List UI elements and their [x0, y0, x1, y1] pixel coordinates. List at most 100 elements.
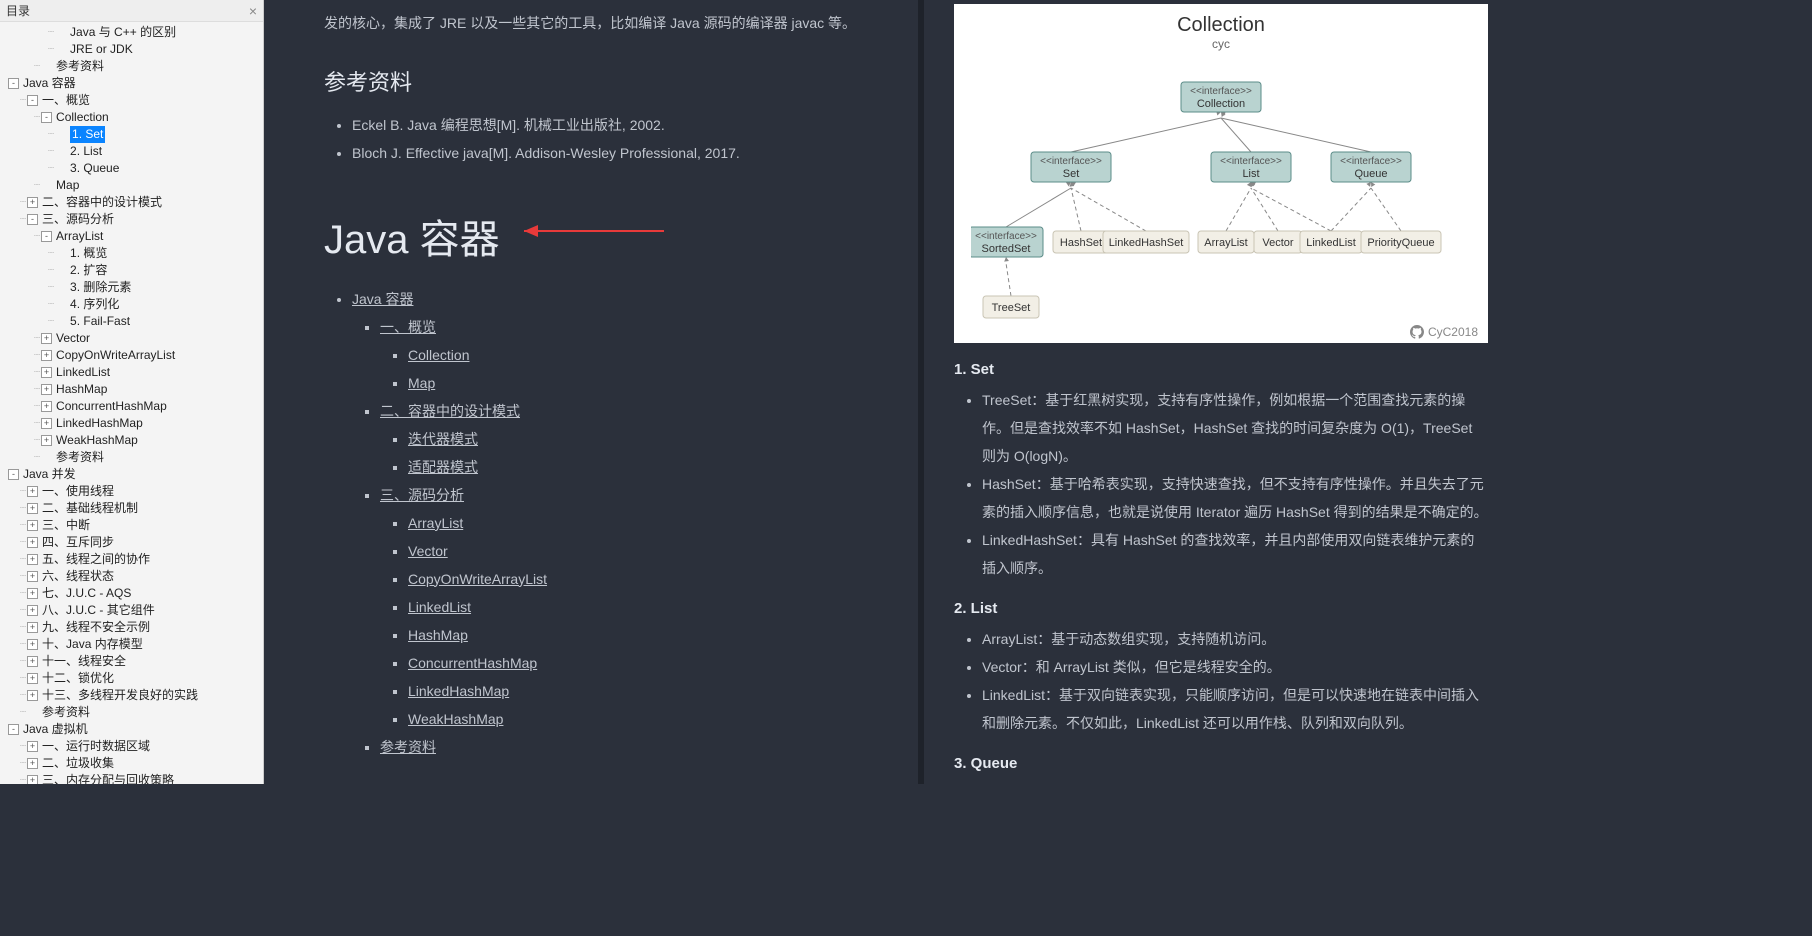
tree-item[interactable]: ┈1. 概览	[0, 245, 263, 262]
close-icon[interactable]: ×	[249, 0, 257, 22]
expand-icon[interactable]: +	[27, 673, 38, 684]
expand-icon[interactable]: +	[27, 758, 38, 769]
toc-item[interactable]: HashMap	[408, 621, 858, 649]
tree-item[interactable]: ┈-ArrayList	[0, 228, 263, 245]
toc-item[interactable]: WeakHashMap	[408, 705, 858, 733]
collapse-icon[interactable]: -	[8, 78, 19, 89]
tree-item[interactable]: ┈+三、中断	[0, 517, 263, 534]
toc-link[interactable]: 一、概览	[380, 319, 436, 335]
tree-item[interactable]: ┈3. Queue	[0, 160, 263, 177]
expand-icon[interactable]: +	[27, 503, 38, 514]
tree-item[interactable]: ┈+九、线程不安全示例	[0, 619, 263, 636]
tree-item[interactable]: ┈2. List	[0, 143, 263, 160]
expand-icon[interactable]: +	[27, 639, 38, 650]
toc-link[interactable]: Collection	[408, 347, 469, 363]
collapse-icon[interactable]: -	[8, 724, 19, 735]
toc-link[interactable]: ArrayList	[408, 515, 463, 531]
tree-item[interactable]: ┈+一、使用线程	[0, 483, 263, 500]
collapse-icon[interactable]: -	[8, 469, 19, 480]
tree-item[interactable]: ┈+六、线程状态	[0, 568, 263, 585]
expand-icon[interactable]: +	[41, 401, 52, 412]
tree-item[interactable]: ┈-Collection	[0, 109, 263, 126]
tree-item[interactable]: ┈+十二、锁优化	[0, 670, 263, 687]
tree-item[interactable]: ┈参考资料	[0, 704, 263, 721]
toc-link[interactable]: CopyOnWriteArrayList	[408, 571, 547, 587]
tree-item[interactable]: ┈+十、Java 内存模型	[0, 636, 263, 653]
expand-icon[interactable]: +	[27, 656, 38, 667]
toc-link[interactable]: ConcurrentHashMap	[408, 655, 537, 671]
toc-item[interactable]: 适配器模式	[408, 453, 858, 481]
toc-link[interactable]: 三、源码分析	[380, 487, 464, 503]
toc-item[interactable]: 一、概览 Collection Map	[380, 313, 858, 397]
expand-icon[interactable]: +	[27, 520, 38, 531]
tree-item[interactable]: ┈参考资料	[0, 58, 263, 75]
expand-icon[interactable]: +	[27, 588, 38, 599]
expand-icon[interactable]: +	[27, 690, 38, 701]
tree-item[interactable]: ┈+二、容器中的设计模式	[0, 194, 263, 211]
tree-item[interactable]: ┈+二、垃圾收集	[0, 755, 263, 772]
toc-item[interactable]: 迭代器模式	[408, 425, 858, 453]
toc-item[interactable]: 二、容器中的设计模式迭代器模式适配器模式	[380, 397, 858, 481]
tree-item[interactable]: ┈+五、线程之间的协作	[0, 551, 263, 568]
expand-icon[interactable]: +	[27, 537, 38, 548]
toc-link[interactable]: 参考资料	[380, 739, 436, 755]
toc-item[interactable]: ArrayList	[408, 509, 858, 537]
tree-item[interactable]: ┈+一、运行时数据区域	[0, 738, 263, 755]
tree-item[interactable]: ┈+LinkedHashMap	[0, 415, 263, 432]
toc-item[interactable]: Java 容器一、概览 Collection Map 二、容器中的设计模式迭代器模式适…	[352, 285, 858, 761]
expand-icon[interactable]: +	[27, 622, 38, 633]
tree-item[interactable]: ┈+四、互斥同步	[0, 534, 263, 551]
tree-item[interactable]: -Java 虚拟机	[0, 721, 263, 738]
toc-link[interactable]: 适配器模式	[408, 459, 478, 475]
tree-item[interactable]: ┈参考资料	[0, 449, 263, 466]
toc-item[interactable]: 参考资料	[380, 733, 858, 761]
tree-item[interactable]: ┈+Vector	[0, 330, 263, 347]
tree-item[interactable]: ┈+LinkedList	[0, 364, 263, 381]
toc-item[interactable]: LinkedList	[408, 593, 858, 621]
tree-item[interactable]: ┈+七、J.U.C - AQS	[0, 585, 263, 602]
tree-item[interactable]: -Java 并发	[0, 466, 263, 483]
tree-item[interactable]: ┈3. 删除元素	[0, 279, 263, 296]
collapse-icon[interactable]: -	[41, 112, 52, 123]
tree-item[interactable]: ┈2. 扩容	[0, 262, 263, 279]
expand-icon[interactable]: +	[27, 486, 38, 497]
toc-link[interactable]: 二、容器中的设计模式	[380, 403, 520, 419]
tree-item[interactable]: ┈+八、J.U.C - 其它组件	[0, 602, 263, 619]
toc-link[interactable]: Vector	[408, 543, 448, 559]
toc-link[interactable]: Java 容器	[352, 291, 413, 307]
tree-item[interactable]: ┈JRE or JDK	[0, 41, 263, 58]
tree-item[interactable]: ┈4. 序列化	[0, 296, 263, 313]
collapse-icon[interactable]: -	[27, 95, 38, 106]
toc-item[interactable]: Vector	[408, 537, 858, 565]
expand-icon[interactable]: +	[27, 571, 38, 582]
toc-link[interactable]: 迭代器模式	[408, 431, 478, 447]
expand-icon[interactable]: +	[27, 197, 38, 208]
tree-item[interactable]: ┈Java 与 C++ 的区别	[0, 24, 263, 41]
expand-icon[interactable]: +	[27, 554, 38, 565]
collapse-icon[interactable]: -	[41, 231, 52, 242]
tree-item[interactable]: ┈+ConcurrentHashMap	[0, 398, 263, 415]
tree-item[interactable]: ┈Map	[0, 177, 263, 194]
expand-icon[interactable]: +	[41, 418, 52, 429]
toc-link[interactable]: WeakHashMap	[408, 711, 503, 727]
tree-item[interactable]: ┈+二、基础线程机制	[0, 500, 263, 517]
tree-item[interactable]: ┈1. Set	[0, 126, 263, 143]
expand-icon[interactable]: +	[41, 435, 52, 446]
expand-icon[interactable]: +	[41, 367, 52, 378]
toc-item[interactable]: Collection	[408, 341, 858, 369]
tree-item[interactable]: ┈-三、源码分析	[0, 211, 263, 228]
toc-link[interactable]: Map	[408, 375, 435, 391]
tree-item[interactable]: ┈+十一、线程安全	[0, 653, 263, 670]
tree-item[interactable]: -Java 容器	[0, 75, 263, 92]
toc-item[interactable]: Map	[408, 369, 858, 397]
toc-item[interactable]: LinkedHashMap	[408, 677, 858, 705]
toc-link[interactable]: HashMap	[408, 627, 468, 643]
tree-item[interactable]: ┈-一、概览	[0, 92, 263, 109]
tree-item[interactable]: ┈+WeakHashMap	[0, 432, 263, 449]
tree-item[interactable]: ┈+三、内存分配与回收策略	[0, 772, 263, 784]
toc-item[interactable]: ConcurrentHashMap	[408, 649, 858, 677]
expand-icon[interactable]: +	[27, 775, 38, 784]
toc-link[interactable]: LinkedList	[408, 599, 471, 615]
toc-link[interactable]: LinkedHashMap	[408, 683, 509, 699]
expand-icon[interactable]: +	[27, 741, 38, 752]
